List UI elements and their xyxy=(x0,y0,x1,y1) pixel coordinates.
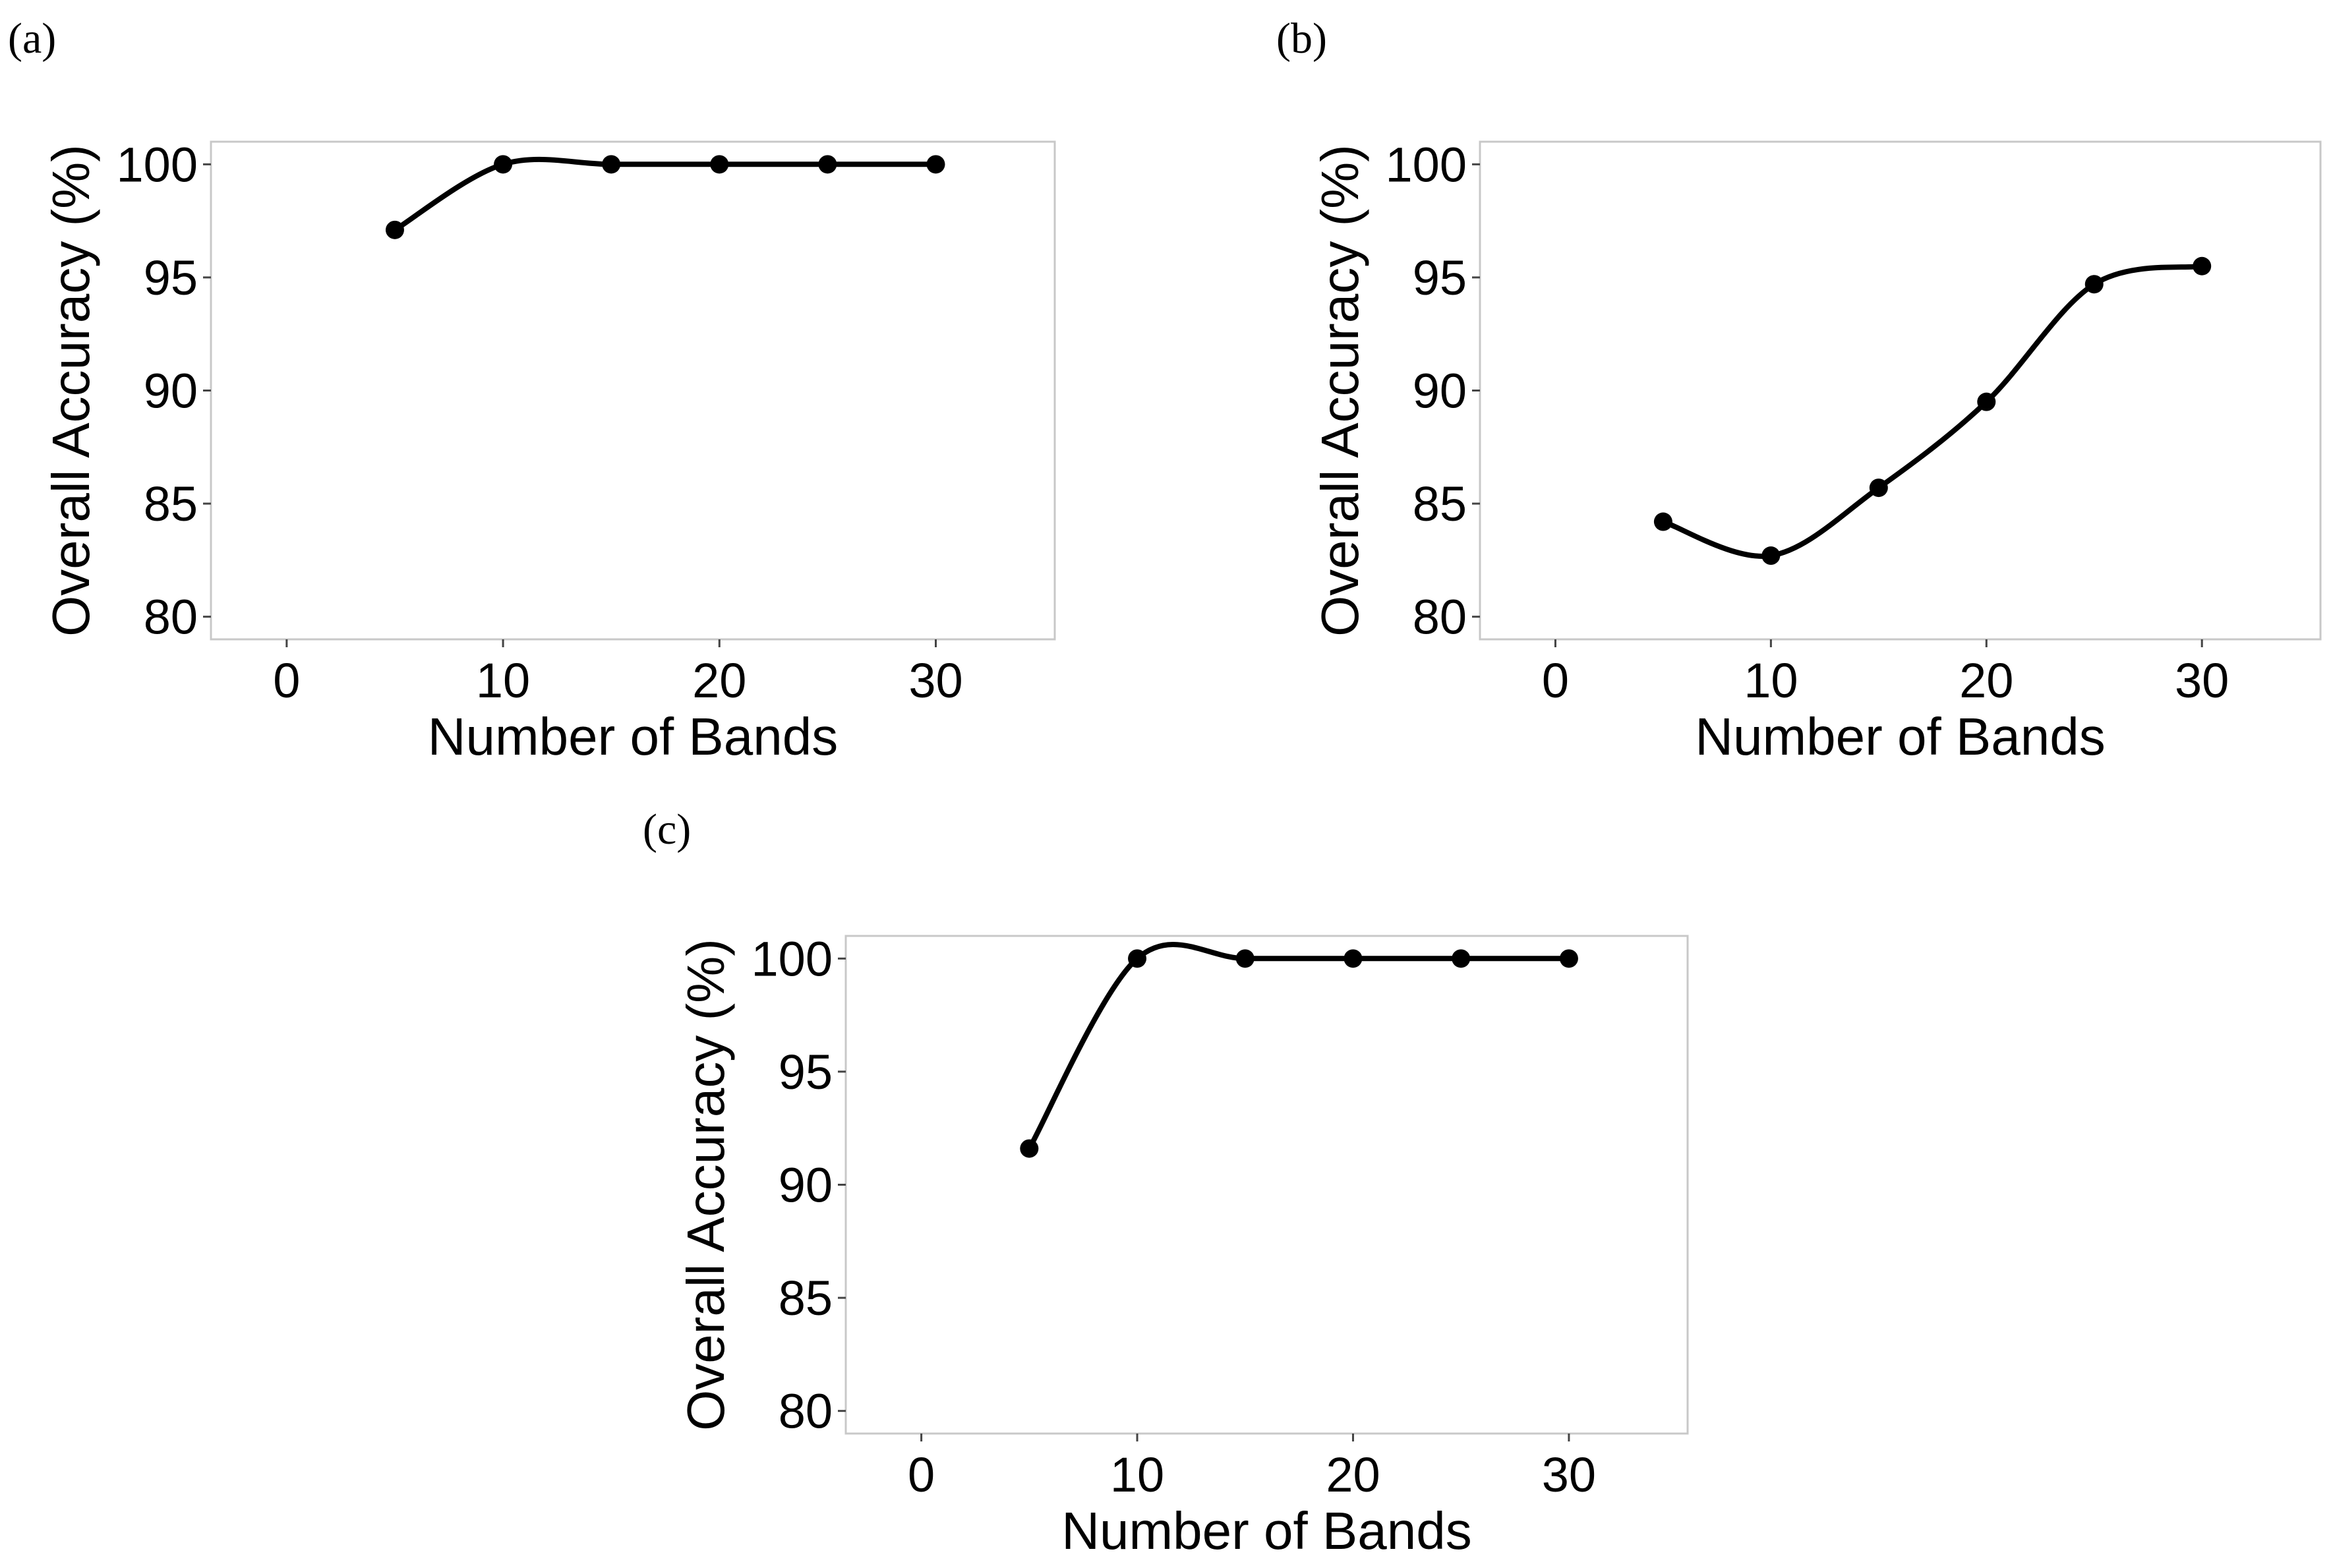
x-axis-title: Number of Bands xyxy=(428,707,839,766)
x-tick-label: 20 xyxy=(1326,1447,1380,1502)
y-tick-label: 90 xyxy=(1413,364,1467,419)
x-tick-label: 30 xyxy=(1542,1447,1596,1502)
y-tick-label: 100 xyxy=(117,137,198,192)
trend-line xyxy=(392,156,939,233)
data-point xyxy=(818,155,837,174)
x-tick-label: 20 xyxy=(1959,653,2013,708)
x-tick-label: 0 xyxy=(273,653,300,708)
plot-frame xyxy=(1479,140,2322,641)
x-tick-label: 30 xyxy=(908,653,962,708)
y-axis-title: Overall Accuracy (%) xyxy=(42,144,100,637)
y-tick-label: 85 xyxy=(144,477,198,531)
x-tick-label: 30 xyxy=(2175,653,2229,708)
y-tick-label: 80 xyxy=(1413,590,1467,645)
y-tick-label: 80 xyxy=(144,590,198,645)
y-tick-label: 100 xyxy=(1386,137,1467,192)
data-point xyxy=(710,155,729,174)
x-tick-label: 20 xyxy=(692,653,746,708)
y-axis-title: Overall Accuracy (%) xyxy=(676,939,735,1431)
data-point xyxy=(1128,949,1147,968)
x-tick-label: 10 xyxy=(1744,653,1798,708)
data-point xyxy=(1653,512,1672,531)
data-point xyxy=(602,155,621,174)
chart-panel-0: (a) 80 85 90 95 100 0 10 20 30 Number of Bands Over… xyxy=(8,15,1056,766)
y-axis-title: Overall Accuracy (%) xyxy=(1311,144,1369,637)
y-tick-label: 95 xyxy=(1413,250,1467,305)
data-point xyxy=(1761,546,1781,566)
data-point xyxy=(2193,256,2212,276)
data-point xyxy=(1869,479,1888,498)
plot-frame xyxy=(844,935,1689,1435)
y-tick-label: 85 xyxy=(1413,477,1467,531)
data-point xyxy=(385,220,404,239)
data-point xyxy=(1235,949,1255,968)
panel-label: (a) xyxy=(8,15,56,63)
data-point xyxy=(1344,949,1363,968)
chart-panel-2: (c) 80 85 90 95 100 0 10 20 30 Number of Bands Over… xyxy=(643,805,1689,1560)
y-tick-label: 95 xyxy=(779,1045,833,1099)
x-tick-label: 0 xyxy=(908,1447,935,1502)
data-point xyxy=(926,155,945,174)
y-tick-label: 85 xyxy=(779,1271,833,1325)
data-point xyxy=(1020,1139,1039,1158)
plot-frame xyxy=(210,140,1056,641)
x-tick-label: 10 xyxy=(1110,1447,1164,1502)
y-tick-label: 100 xyxy=(752,931,833,986)
x-axis-title: Number of Bands xyxy=(1061,1501,1472,1560)
x-tick-label: 10 xyxy=(476,653,530,708)
data-point xyxy=(1977,392,1996,411)
y-tick-label: 80 xyxy=(779,1384,833,1439)
data-point xyxy=(1559,949,1578,968)
y-tick-label: 95 xyxy=(144,250,198,305)
x-tick-label: 0 xyxy=(1542,653,1569,708)
y-tick-label: 90 xyxy=(779,1158,833,1213)
data-point xyxy=(2084,275,2104,294)
panel-label: (c) xyxy=(643,805,691,854)
panel-label: (b) xyxy=(1276,15,1327,63)
data-point xyxy=(1452,949,1471,968)
x-axis-title: Number of Bands xyxy=(1695,707,2106,766)
chart-panel-1: (b) 80 85 90 95 100 0 10 20 30 Number of Bands Over… xyxy=(1276,15,2322,766)
data-point xyxy=(494,155,513,174)
y-tick-label: 90 xyxy=(144,364,198,419)
